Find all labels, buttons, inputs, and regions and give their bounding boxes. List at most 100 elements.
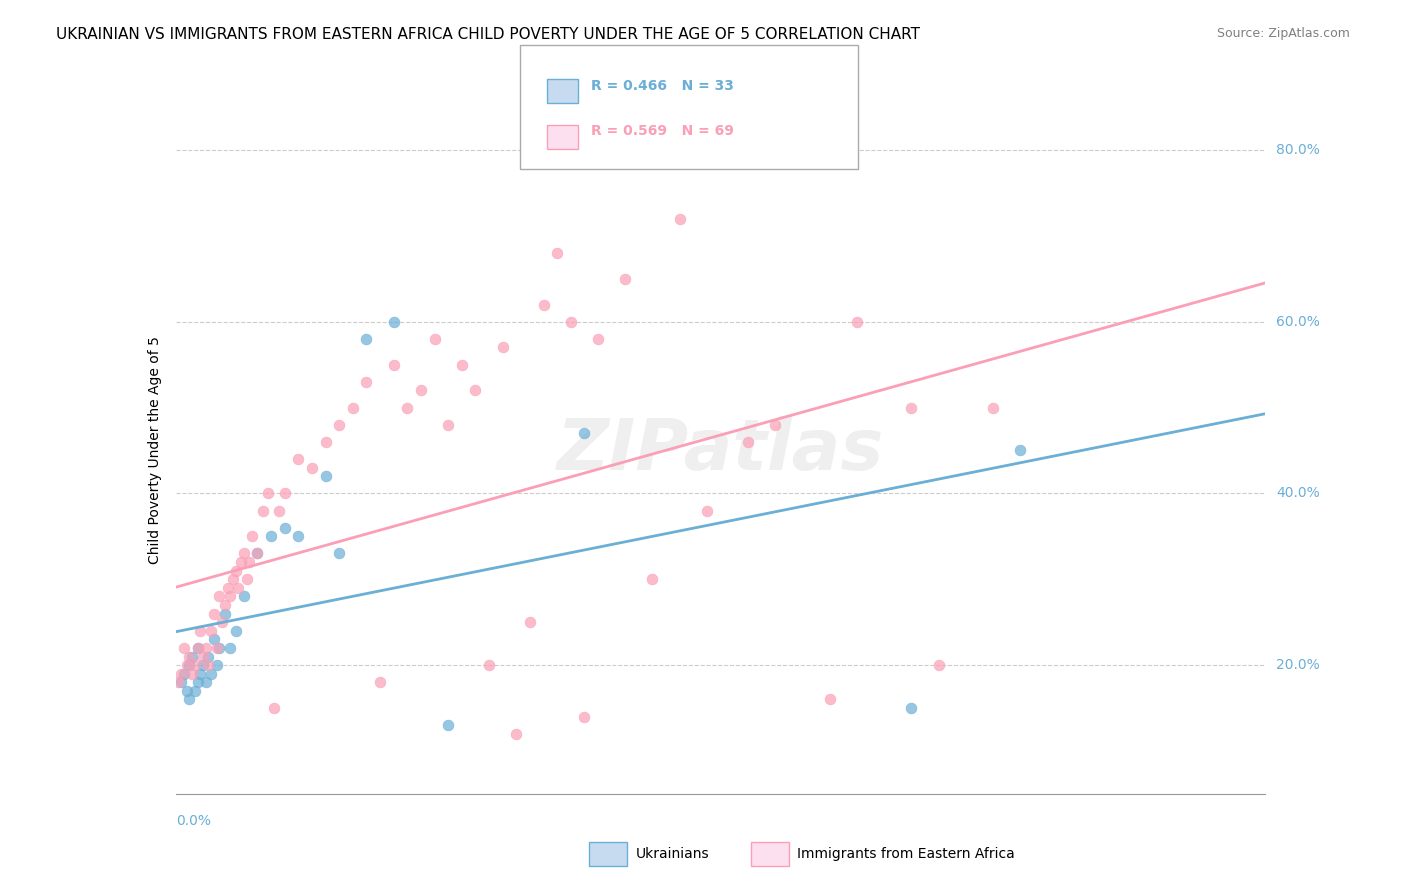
Point (167, 675, 190, 690)
Point (450, 358, 472, 372)
Point (246, 546, 269, 561)
Point (211, 615, 233, 630)
Point (225, 624, 247, 638)
Point (170, 666, 193, 681)
Point (274, 521, 297, 535)
Point (232, 590, 254, 604)
Point (208, 590, 231, 604)
Point (260, 529, 283, 543)
Point (423, 332, 446, 346)
Text: Immigrants from Eastern Africa: Immigrants from Eastern Africa (797, 847, 1015, 861)
Point (287, 452, 309, 467)
Point (179, 692, 201, 706)
Point (505, 727, 527, 741)
Point (246, 546, 269, 561)
Point (194, 675, 217, 690)
Point (186, 640, 209, 655)
Point (533, 297, 555, 311)
Point (396, 401, 419, 415)
Point (328, 546, 350, 561)
Point (176, 658, 198, 673)
Point (225, 564, 247, 578)
Point (181, 649, 204, 664)
Point (763, 417, 786, 432)
Point (263, 701, 285, 715)
Point (315, 469, 337, 483)
Point (382, 358, 405, 372)
Point (205, 658, 228, 673)
Point (176, 683, 198, 698)
Point (287, 529, 309, 543)
Point (574, 709, 596, 723)
Point (614, 271, 637, 285)
Point (202, 632, 225, 647)
Point (188, 624, 211, 638)
Text: UKRAINIAN VS IMMIGRANTS FROM EASTERN AFRICA CHILD POVERTY UNDER THE AGE OF 5 COR: UKRAINIAN VS IMMIGRANTS FROM EASTERN AFR… (56, 27, 921, 42)
Point (184, 658, 207, 673)
Point (737, 434, 759, 449)
Point (668, 211, 690, 226)
Point (342, 401, 364, 415)
Point (981, 401, 1004, 415)
Point (208, 640, 231, 655)
Point (214, 607, 236, 621)
Point (464, 384, 486, 398)
Point (173, 640, 195, 655)
Point (845, 315, 868, 329)
Text: R = 0.466   N = 33: R = 0.466 N = 33 (591, 78, 734, 93)
Point (214, 598, 236, 612)
Point (200, 666, 222, 681)
Point (560, 315, 582, 329)
Point (928, 658, 950, 673)
Text: R = 0.569   N = 69: R = 0.569 N = 69 (591, 124, 734, 137)
Point (191, 658, 214, 673)
Text: Source: ZipAtlas.com: Source: ZipAtlas.com (1216, 27, 1350, 40)
Point (409, 384, 432, 398)
Point (222, 572, 245, 586)
Point (356, 375, 378, 389)
Point (586, 332, 609, 346)
Point (235, 572, 257, 586)
Point (492, 341, 515, 355)
Point (228, 581, 250, 595)
Point (641, 572, 664, 586)
Point (188, 666, 211, 681)
Point (900, 701, 922, 715)
Point (194, 640, 217, 655)
Point (437, 417, 460, 432)
Point (219, 590, 242, 604)
Point (240, 529, 263, 543)
Point (274, 486, 297, 500)
Point (301, 460, 323, 475)
Point (574, 426, 596, 441)
Point (368, 675, 391, 690)
Point (382, 315, 405, 329)
Point (179, 649, 201, 664)
Point (186, 640, 209, 655)
Point (900, 401, 922, 415)
Point (818, 692, 841, 706)
Point (356, 332, 378, 346)
Point (173, 666, 195, 681)
Point (1010, 443, 1032, 458)
Point (170, 675, 193, 690)
Point (231, 555, 253, 569)
Point (186, 675, 209, 690)
Point (257, 486, 280, 500)
Y-axis label: Child Poverty Under the Age of 5: Child Poverty Under the Age of 5 (148, 336, 162, 565)
Point (219, 640, 242, 655)
Point (252, 503, 274, 517)
Point (200, 624, 222, 638)
Point (184, 683, 207, 698)
Point (478, 658, 501, 673)
Point (181, 666, 204, 681)
Point (328, 417, 350, 432)
Text: ZIPatlas: ZIPatlas (557, 416, 884, 485)
Text: 0.0%: 0.0% (176, 814, 211, 829)
Point (238, 555, 260, 569)
Point (197, 649, 219, 664)
Point (217, 581, 239, 595)
Point (202, 607, 225, 621)
Text: 20.0%: 20.0% (1277, 658, 1320, 672)
Point (546, 246, 568, 260)
